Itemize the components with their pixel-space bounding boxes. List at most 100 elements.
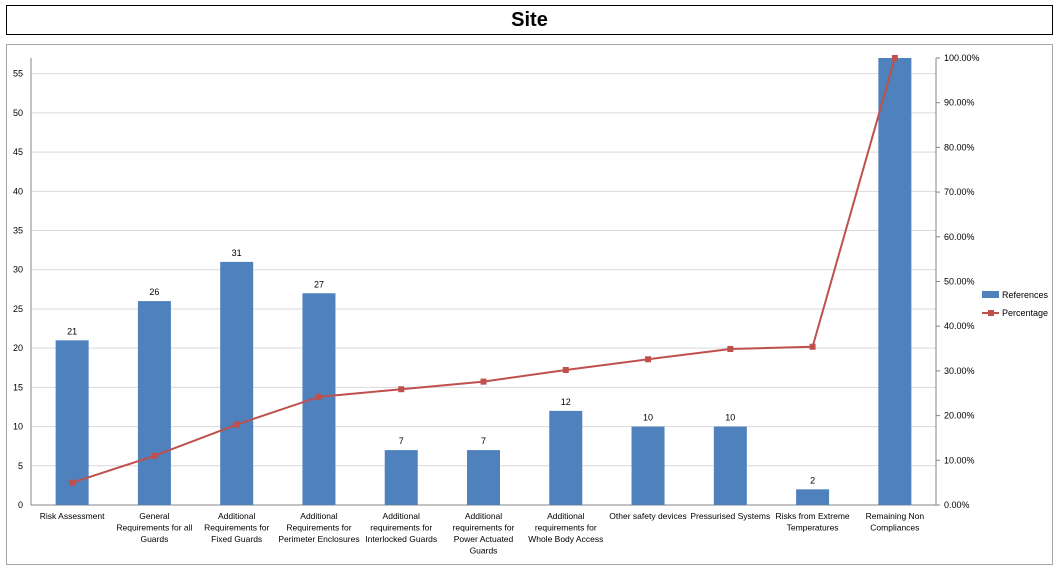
chart-title: Site [511, 8, 548, 31]
y-left-tick-label: 50 [13, 108, 23, 118]
category-label: Other safety devices [609, 511, 686, 521]
y-left-tick-label: 35 [13, 226, 23, 236]
percentage-marker [562, 367, 569, 374]
category-label-line: Temperatures [787, 523, 839, 533]
category-label-line: Guards [140, 534, 168, 544]
legend-label-references: References [1002, 290, 1049, 300]
category-label: Pressurised Systems [690, 511, 770, 521]
category-label: Risks from Extreme Temperatures [776, 511, 850, 533]
bar [55, 340, 89, 505]
category-label-line: Compliances [870, 523, 919, 533]
bar [878, 58, 912, 505]
legend-label-percentage: Percentage [1002, 308, 1048, 318]
category-label-line: Additional [218, 511, 255, 521]
category-label-line: Interlocked Guards [365, 534, 437, 544]
bar-data-label: 2 [810, 475, 815, 485]
category-label-line: requirements for [535, 523, 597, 533]
percentage-marker [645, 356, 652, 363]
percentage-marker [315, 393, 322, 400]
y-right-tick-label: 0.00% [944, 500, 970, 510]
category-label: General Requirements for all Guards [116, 511, 192, 544]
bar [549, 410, 583, 505]
bar-data-label: 27 [314, 279, 324, 289]
bar-data-label: 31 [232, 248, 242, 258]
percentage-marker [398, 386, 405, 393]
y-left-tick-label: 15 [13, 382, 23, 392]
category-label-line: Additional [300, 511, 337, 521]
category-label-line: Remaining Non [866, 511, 925, 521]
category-label-line: Requirements for [286, 523, 351, 533]
category-label-line: Power Actuated [454, 534, 514, 544]
bar [713, 426, 747, 505]
y-right-tick-label: 90.00% [944, 98, 975, 108]
bar-data-label: 10 [643, 413, 653, 423]
category-label-line: Fixed Guards [211, 534, 262, 544]
percentage-line [71, 57, 896, 484]
bar [220, 261, 254, 505]
y-right-tick-label: 20.00% [944, 411, 975, 421]
category-label-line: Requirements for all [116, 523, 192, 533]
y-right-tick-label: 70.00% [944, 187, 975, 197]
y-right-tick-label: 10.00% [944, 455, 975, 465]
y-left-tick-label: 0 [18, 500, 23, 510]
y-left-tick-label: 40 [13, 186, 23, 196]
category-label-line: Additional [383, 511, 420, 521]
category-label-line: requirements for [370, 523, 432, 533]
y-left-tick-label: 25 [13, 304, 23, 314]
y-right-tick-label: 80.00% [944, 142, 975, 152]
category-label-line: Whole Body Access [528, 534, 603, 544]
percentage-marker [151, 452, 158, 459]
category-label-line: General [139, 511, 169, 521]
bar-data-label: 21 [67, 326, 77, 336]
bar [631, 426, 665, 505]
percentage-marker [233, 421, 240, 428]
category-label-line: Additional [465, 511, 502, 521]
y-right-tick-label: 100.00% [944, 53, 980, 63]
category-label: Risk Assessment [40, 511, 105, 521]
percentage-marker [480, 378, 487, 385]
y-left-tick-label: 30 [13, 265, 23, 275]
bar-data-label: 10 [725, 413, 735, 423]
bar-data-label: 26 [149, 287, 159, 297]
y-right-tick-label: 50.00% [944, 277, 975, 287]
percentage-marker [69, 479, 76, 486]
category-label-line: Requirements for [204, 523, 269, 533]
y-right-tick-label: 30.00% [944, 366, 975, 376]
category-label-line: Other safety devices [609, 511, 686, 521]
y-right-tick-label: 40.00% [944, 321, 975, 331]
category-label-line: Risks from Extreme [776, 511, 850, 521]
category-label: Additional Requirements for Fixed Guards [204, 511, 269, 544]
bar-data-label: 7 [481, 436, 486, 446]
category-label: Additional Requirements for Perimeter Encl… [278, 511, 359, 544]
category-label: Additional requirements for Power Actuated… [453, 511, 515, 556]
percentage-marker [809, 343, 816, 350]
y-left-tick-label: 20 [13, 343, 23, 353]
y-right-tick-label: 60.00% [944, 232, 975, 242]
category-label: Additional requirements for Whole Body Acc… [528, 511, 603, 544]
y-left-tick-label: 10 [13, 422, 23, 432]
legend-swatch-references [982, 291, 999, 298]
y-left-tick-label: 5 [18, 461, 23, 471]
category-label-line: Additional [547, 511, 584, 521]
category-label: Additional requirements for Interlocked Gu… [365, 511, 437, 544]
chart-title-box: Site [6, 5, 1053, 35]
bar-data-label: 7 [399, 436, 404, 446]
bar [796, 489, 830, 505]
category-label-line: Perimeter Enclosures [278, 534, 359, 544]
y-left-tick-label: 55 [13, 69, 23, 79]
percentage-marker [727, 345, 734, 352]
bar [467, 450, 500, 505]
percentage-marker [891, 55, 898, 61]
bar [384, 450, 418, 505]
category-label-line: Risk Assessment [40, 511, 105, 521]
bar-data-label: 12 [561, 397, 571, 407]
combo-chart: 0 5 10 15 20 25 30 35 40 45 50 55 0.00% 10.00% 20.00% 3… [13, 53, 1049, 556]
bar [137, 301, 171, 505]
chart-frame: 0 5 10 15 20 25 30 35 40 45 50 55 0.00% 10.00% 20.00% 3… [6, 44, 1053, 565]
category-label-line: Pressurised Systems [690, 511, 770, 521]
category-label-line: Guards [470, 546, 498, 556]
category-label: Remaining Non Compliances [866, 511, 925, 533]
legend-marker-percentage [988, 310, 994, 316]
category-label-line: requirements for [453, 523, 515, 533]
y-left-tick-label: 45 [13, 147, 23, 157]
